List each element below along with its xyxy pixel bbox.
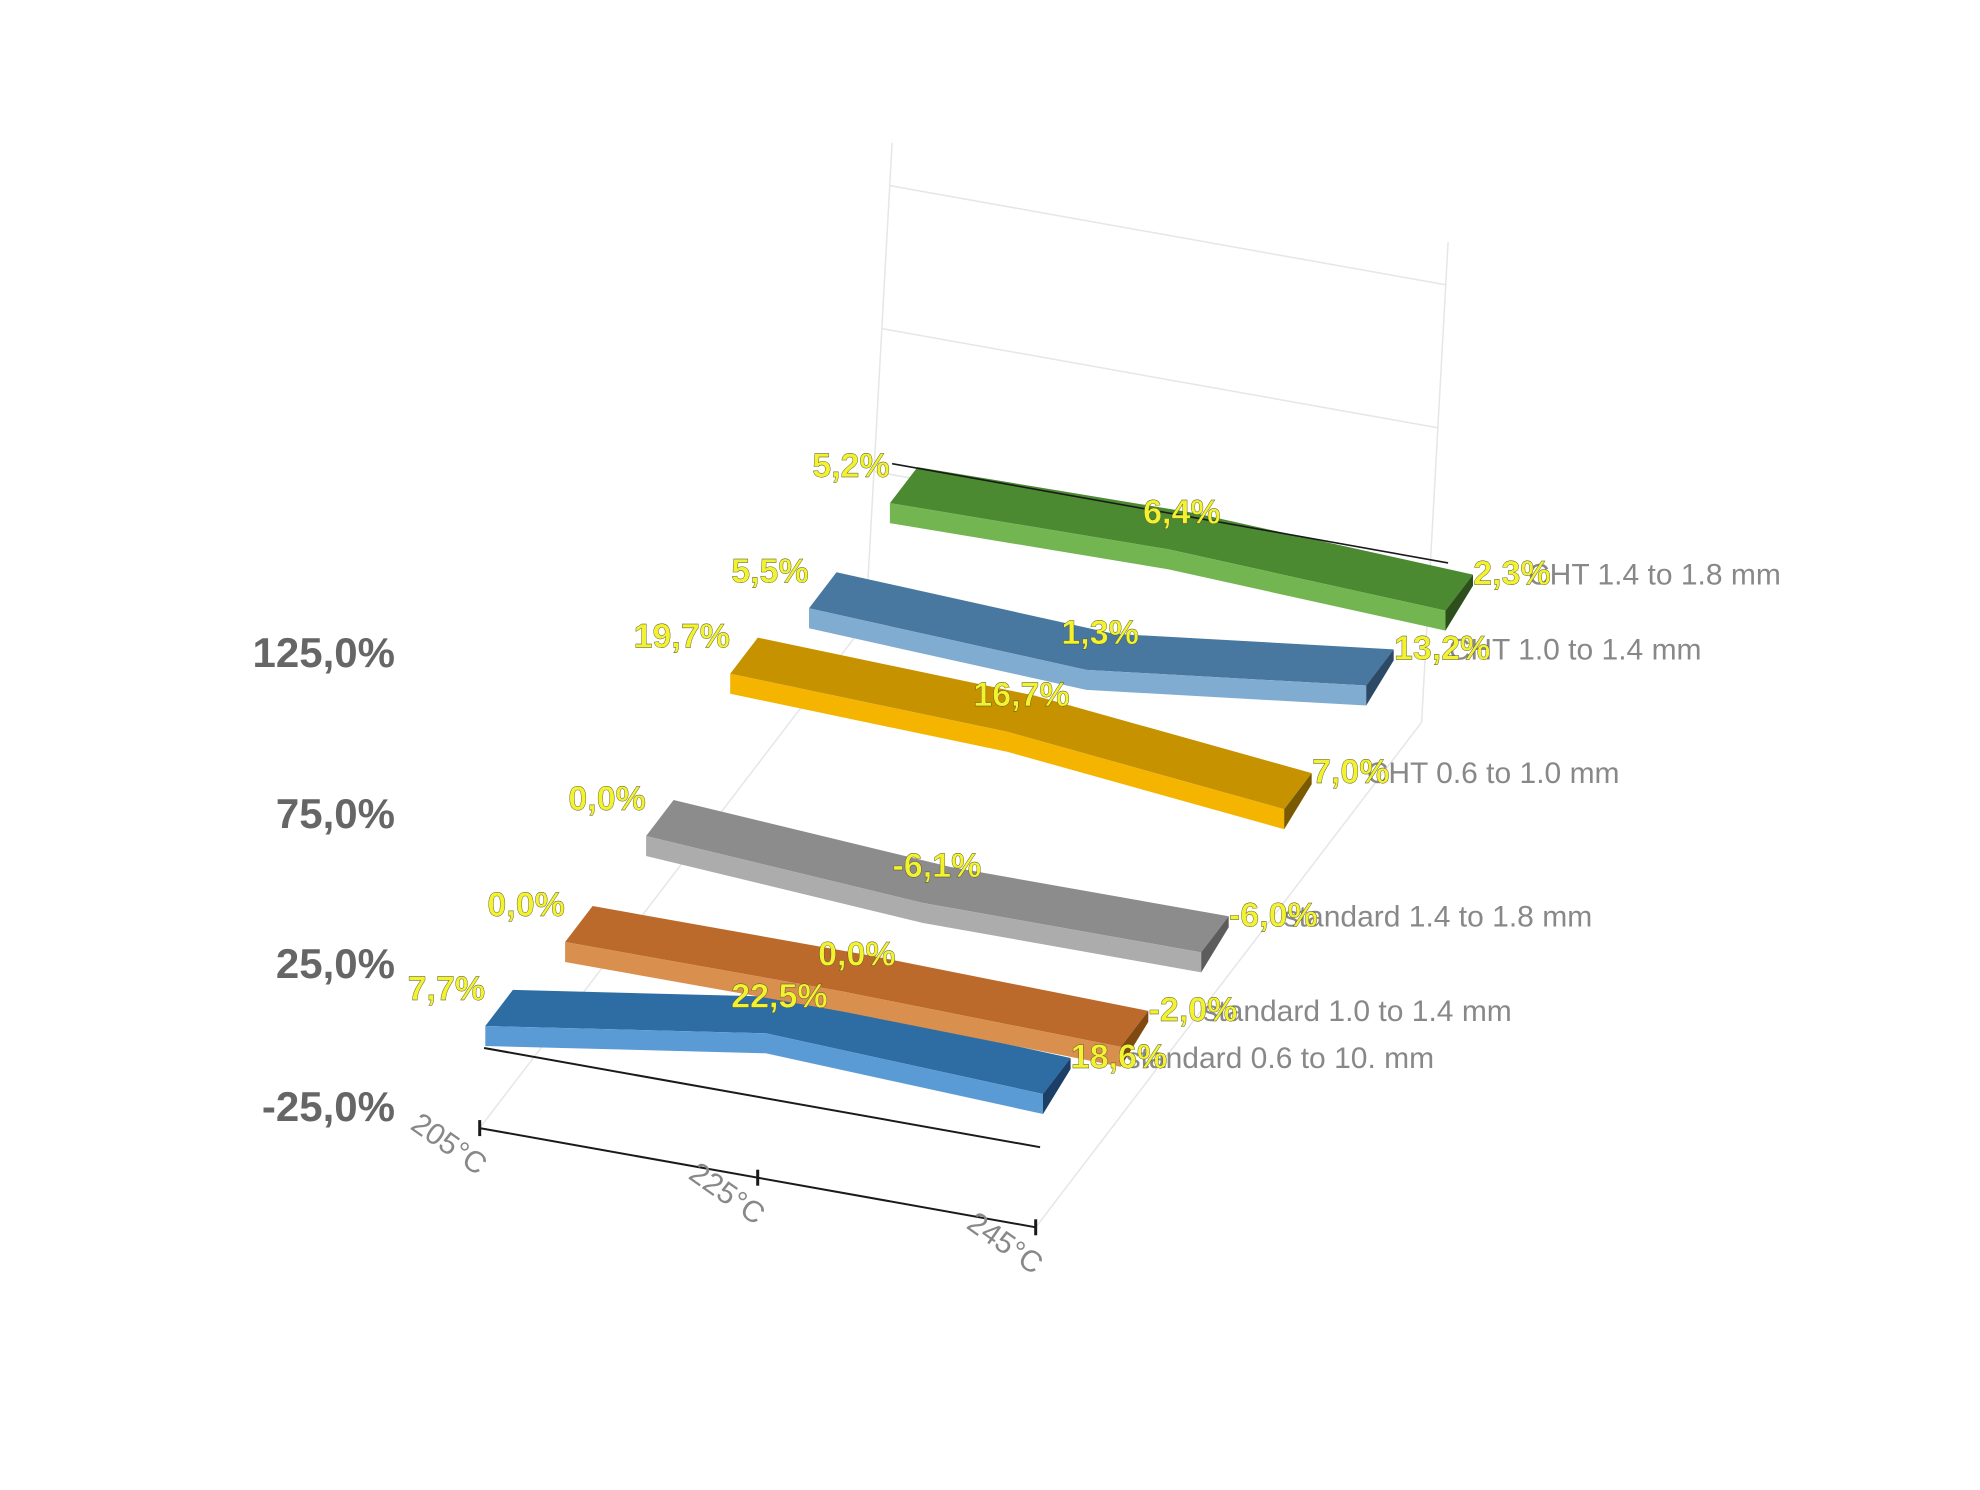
svg-text:5,5%: 5,5% — [731, 552, 809, 590]
svg-text:1,3%: 1,3% — [1061, 614, 1139, 652]
svg-text:22,5%: 22,5% — [731, 977, 827, 1015]
svg-text:-2,0%: -2,0% — [1149, 991, 1238, 1029]
svg-text:7,0%: 7,0% — [1312, 753, 1390, 791]
svg-text:6,4%: 6,4% — [1143, 493, 1221, 531]
svg-text:-25,0%: -25,0% — [262, 1083, 395, 1130]
svg-text:125,0%: 125,0% — [253, 629, 395, 676]
svg-text:16,7%: 16,7% — [973, 676, 1069, 714]
svg-text:-6,1%: -6,1% — [892, 847, 981, 885]
svg-text:0,0%: 0,0% — [568, 780, 646, 818]
svg-text:13,2%: 13,2% — [1394, 629, 1490, 667]
svg-text:5,2%: 5,2% — [812, 447, 890, 485]
svg-text:CHT 0.6 to 1.0 mm: CHT 0.6 to 1.0 mm — [1367, 757, 1620, 790]
svg-text:0,0%: 0,0% — [487, 886, 565, 924]
svg-text:CHT 1.4 to 1.8 mm: CHT 1.4 to 1.8 mm — [1528, 559, 1781, 592]
svg-text:19,7%: 19,7% — [634, 618, 730, 656]
svg-text:7,7%: 7,7% — [408, 970, 486, 1008]
svg-text:0,0%: 0,0% — [818, 936, 896, 974]
svg-text:75,0%: 75,0% — [276, 790, 395, 837]
svg-text:standard 0.6 to 10. mm: standard 0.6 to 10. mm — [1126, 1042, 1435, 1075]
svg-text:18,6%: 18,6% — [1071, 1038, 1167, 1076]
svg-text:2,3%: 2,3% — [1473, 555, 1551, 593]
svg-text:25,0%: 25,0% — [276, 940, 395, 987]
svg-text:standard 1.0 to 1.4 mm: standard 1.0 to 1.4 mm — [1203, 995, 1512, 1028]
svg-text:-6,0%: -6,0% — [1229, 896, 1318, 934]
svg-text:standard 1.4 to 1.8 mm: standard 1.4 to 1.8 mm — [1284, 900, 1593, 933]
